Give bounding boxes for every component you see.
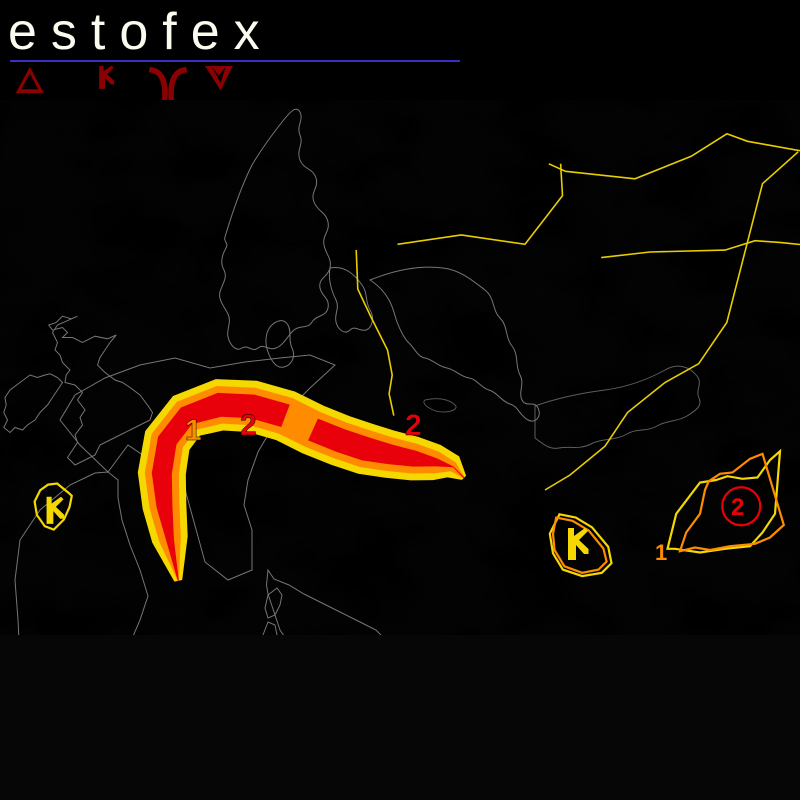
svg-text:2: 2 [405, 409, 422, 442]
svg-text:2: 2 [731, 494, 744, 521]
svg-text:1: 1 [185, 414, 202, 447]
svg-text:1: 1 [655, 540, 667, 565]
svg-text:2: 2 [240, 409, 257, 442]
